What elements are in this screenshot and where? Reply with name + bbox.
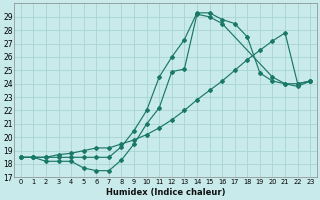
X-axis label: Humidex (Indice chaleur): Humidex (Indice chaleur) (106, 188, 225, 197)
